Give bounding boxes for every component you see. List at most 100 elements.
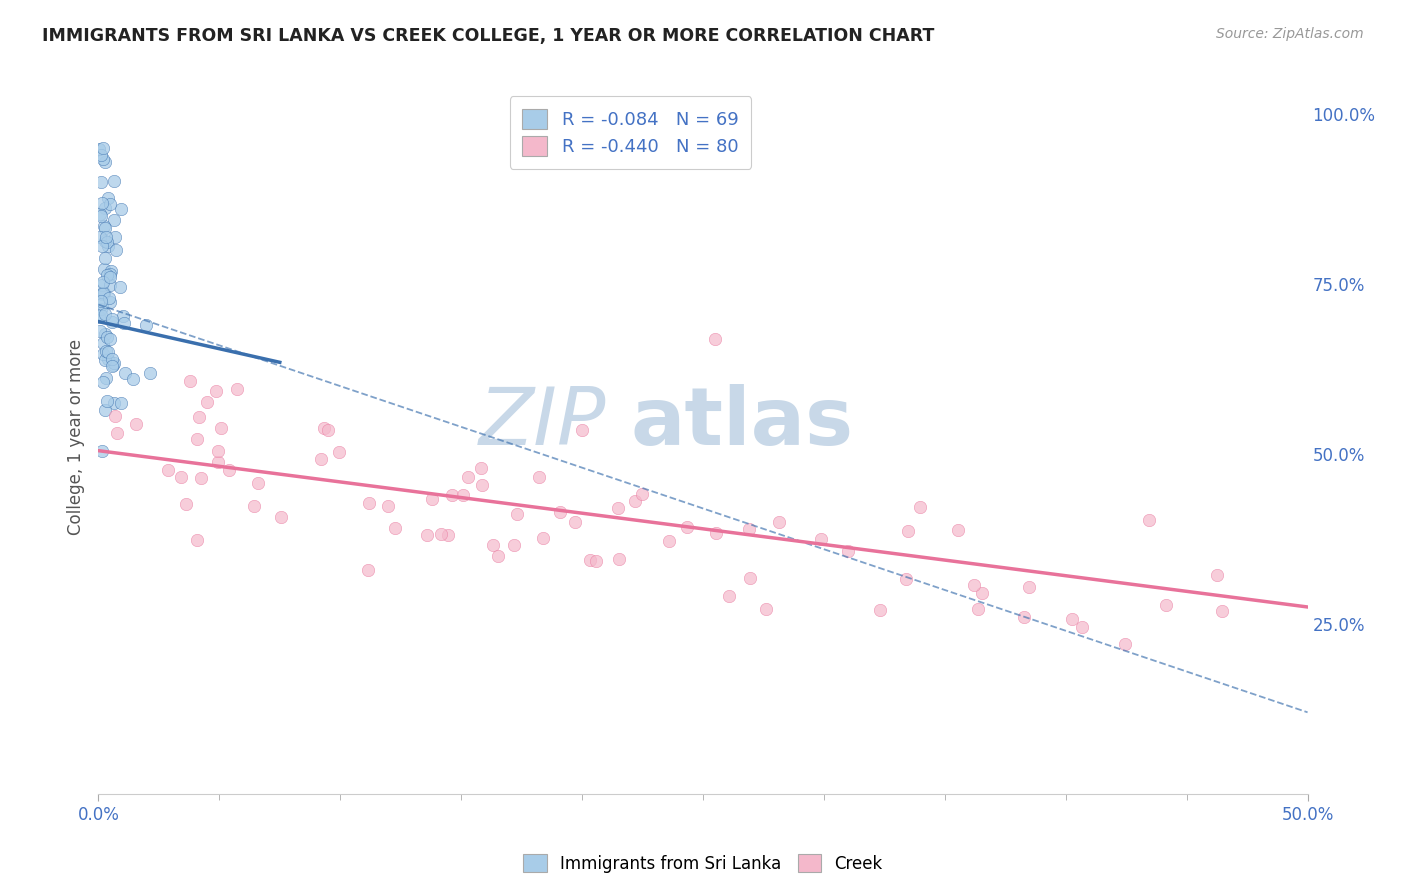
Point: [190, 471, 212, 485]
Point: [457, 470, 479, 484]
Text: Source: ZipAtlas.com: Source: ZipAtlas.com: [1216, 27, 1364, 41]
Point: [377, 500, 399, 514]
Point: [112, 316, 135, 330]
Point: [218, 463, 240, 477]
Point: [96, 330, 118, 344]
Point: [105, 425, 128, 440]
Point: [531, 531, 554, 545]
Point: [384, 521, 406, 535]
Point: [440, 488, 463, 502]
Point: [1114, 637, 1136, 651]
Point: [972, 586, 994, 600]
Legend: R = -0.084   N = 69, R = -0.440   N = 80: R = -0.084 N = 69, R = -0.440 N = 80: [509, 96, 751, 169]
Point: [1154, 598, 1177, 612]
Point: [607, 552, 630, 566]
Point: [894, 572, 917, 586]
Point: [186, 432, 208, 446]
Point: [96, 235, 118, 249]
Point: [98, 269, 121, 284]
Point: [90, 148, 112, 162]
Point: [103, 396, 125, 410]
Point: [471, 478, 494, 492]
Point: [1018, 580, 1040, 594]
Point: [309, 451, 332, 466]
Point: [122, 372, 145, 386]
Point: [90, 443, 112, 458]
Point: [704, 332, 727, 346]
Point: [837, 544, 859, 558]
Point: [94, 220, 117, 235]
Point: [482, 538, 505, 552]
Point: [658, 534, 681, 549]
Point: [755, 602, 778, 616]
Point: [429, 527, 451, 541]
Point: [91, 287, 114, 301]
Point: [138, 366, 160, 380]
Point: [108, 280, 131, 294]
Text: IMMIGRANTS FROM SRI LANKA VS CREEK COLLEGE, 1 YEAR OR MORE CORRELATION CHART: IMMIGRANTS FROM SRI LANKA VS CREEK COLLE…: [42, 27, 935, 45]
Point: [607, 500, 630, 515]
Point: [1137, 513, 1160, 527]
Point: [89, 142, 111, 156]
Point: [135, 318, 157, 332]
Point: [111, 309, 134, 323]
Y-axis label: College, 1 year or more: College, 1 year or more: [66, 339, 84, 535]
Point: [704, 525, 727, 540]
Point: [94, 154, 117, 169]
Point: [470, 460, 492, 475]
Point: [93, 262, 115, 277]
Point: [1205, 568, 1227, 582]
Point: [114, 366, 136, 380]
Point: [91, 375, 114, 389]
Point: [740, 571, 762, 585]
Point: [630, 487, 652, 501]
Point: [506, 507, 529, 521]
Point: [89, 310, 111, 324]
Point: [207, 455, 229, 469]
Point: [110, 395, 132, 409]
Text: atlas: atlas: [630, 384, 853, 462]
Point: [316, 424, 339, 438]
Point: [94, 403, 117, 417]
Point: [103, 356, 125, 370]
Point: [97, 191, 120, 205]
Point: [869, 603, 891, 617]
Point: [226, 382, 249, 396]
Point: [270, 509, 292, 524]
Point: [89, 207, 111, 221]
Point: [357, 496, 380, 510]
Point: [94, 251, 117, 265]
Point: [810, 532, 832, 546]
Point: [502, 538, 524, 552]
Point: [103, 173, 125, 187]
Point: [437, 528, 460, 542]
Point: [527, 470, 550, 484]
Point: [94, 352, 117, 367]
Point: [96, 371, 118, 385]
Point: [100, 277, 122, 292]
Point: [176, 497, 198, 511]
Point: [676, 519, 699, 533]
Point: [110, 202, 132, 216]
Point: [486, 549, 509, 564]
Point: [91, 286, 114, 301]
Point: [90, 293, 112, 308]
Point: [89, 324, 111, 338]
Point: [946, 523, 969, 537]
Point: [571, 423, 593, 437]
Point: [246, 475, 269, 490]
Point: [91, 195, 114, 210]
Point: [1071, 620, 1094, 634]
Point: [103, 212, 125, 227]
Point: [90, 278, 112, 293]
Point: [94, 201, 117, 215]
Point: [90, 175, 112, 189]
Legend: Immigrants from Sri Lanka, Creek: Immigrants from Sri Lanka, Creek: [516, 847, 890, 880]
Point: [96, 343, 118, 358]
Point: [91, 141, 114, 155]
Point: [209, 421, 232, 435]
Point: [416, 527, 439, 541]
Point: [101, 312, 124, 326]
Text: ZIP: ZIP: [479, 384, 606, 462]
Point: [585, 554, 607, 568]
